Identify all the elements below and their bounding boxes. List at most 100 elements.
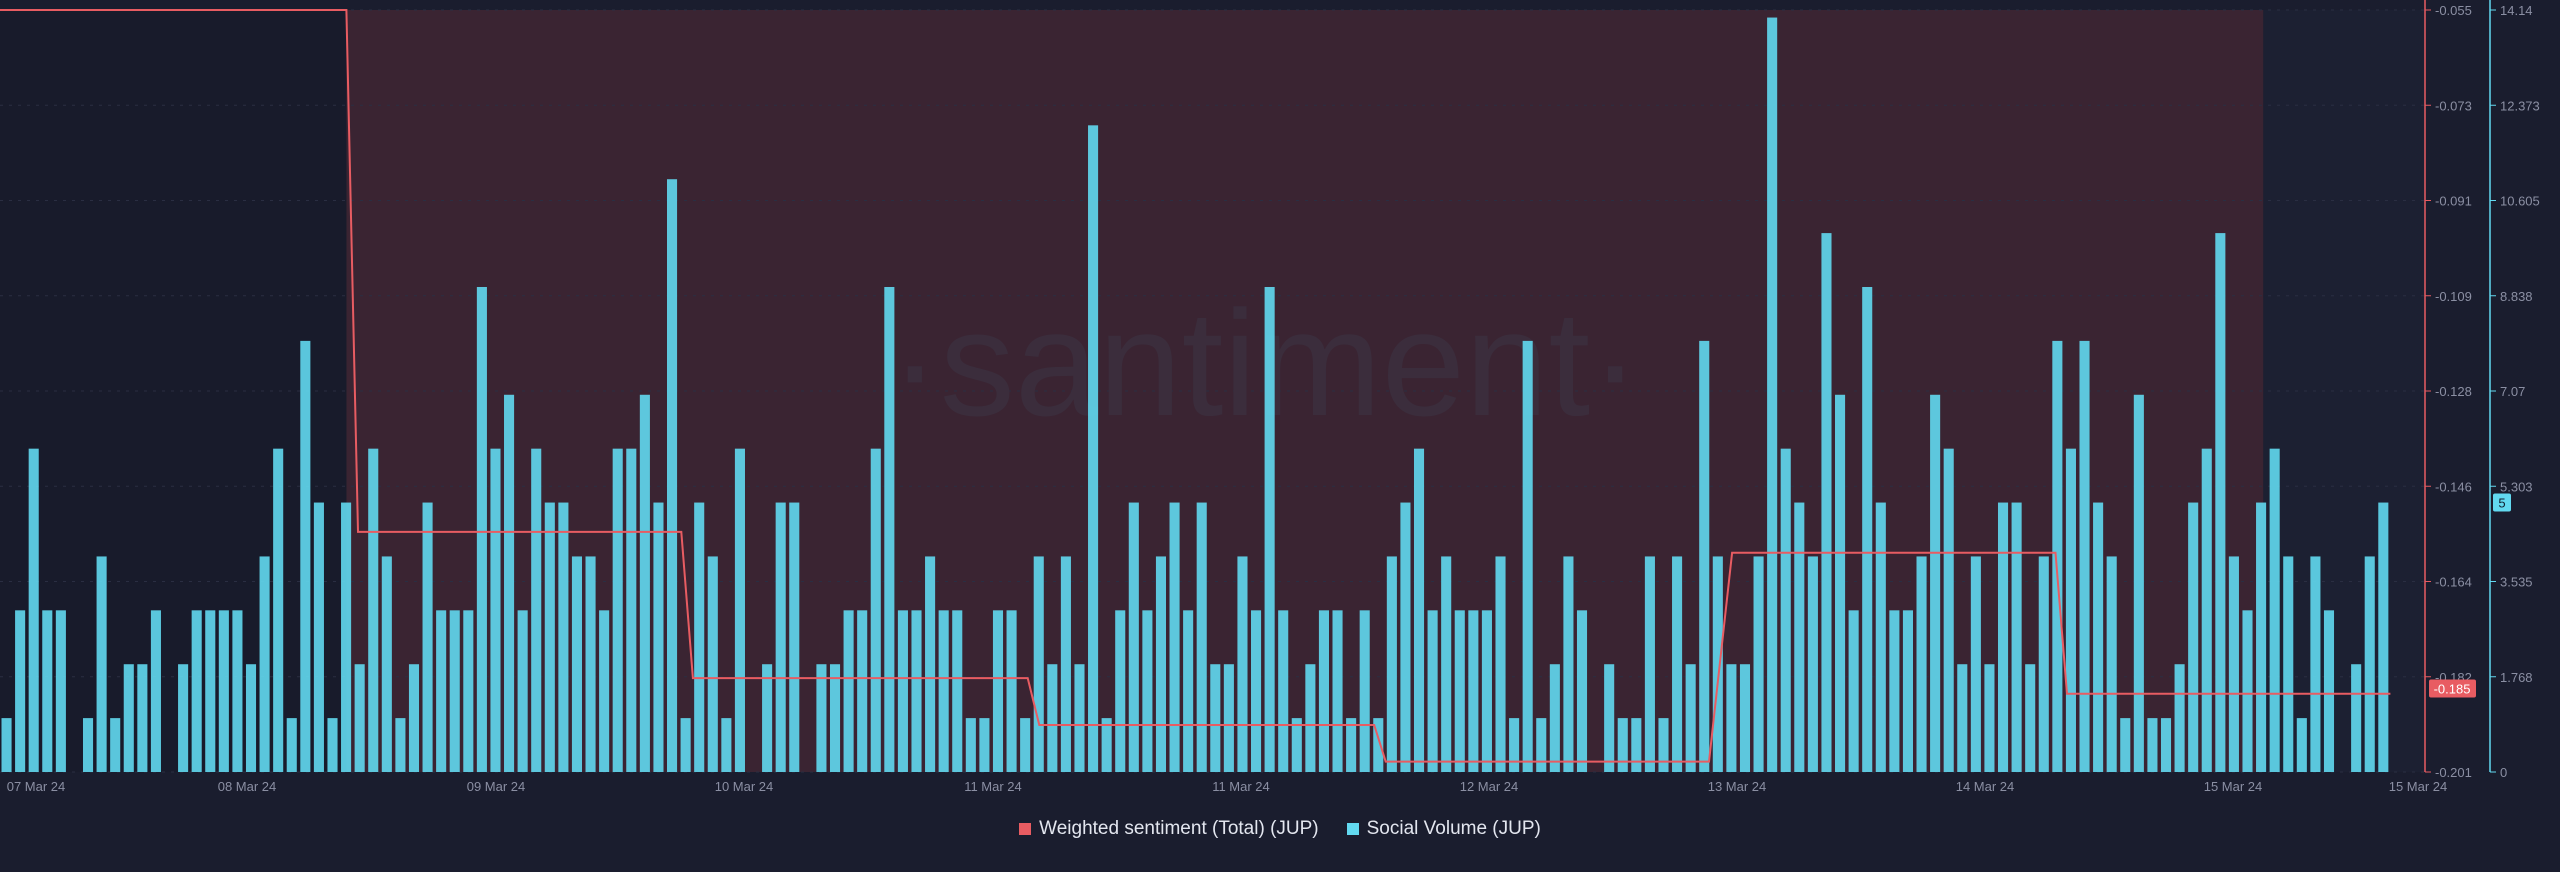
volume-bar [1807,556,1818,772]
volume-bar [694,502,705,772]
x-tick-label: 08 Mar 24 [218,779,277,794]
volume-bar [137,664,148,772]
sentiment-swatch [1019,823,1032,835]
volume-bar [1767,17,1778,772]
volume-bar [2160,718,2172,772]
volume-bar [1862,286,1873,772]
volume-bar [2065,448,2076,772]
volume-bar [1943,448,1954,772]
volume-bar [1386,556,1397,772]
volume-bar [1984,664,1995,772]
legend: Weighted sentiment (Total) (JUP) Social … [0,818,2560,840]
volume-bar [1047,664,1058,772]
volume-bar [28,448,39,772]
volume-bar [1481,610,1492,772]
volume-bar [884,286,895,772]
volume-bar [381,556,392,772]
volume-bar [1033,556,1044,772]
volume-bar [870,448,881,772]
volume-bar [42,610,53,772]
legend-label-volume: Social Volume (JUP) [1366,818,1541,839]
volume-bar [490,448,501,772]
volume-bar [1549,664,1560,772]
volume-bar [1536,718,1547,772]
right-tick-label: 3.535 [2500,575,2533,590]
volume-bar [816,664,827,772]
legend-item-sentiment[interactable]: Weighted sentiment (Total) (JUP) [1019,818,1319,840]
volume-bar [1780,448,1791,772]
volume-bar [1631,718,1642,772]
volume-bar [504,394,515,772]
right-tick-label: 14.14 [2500,3,2533,18]
volume-bar [1522,340,1533,772]
x-tick-label: 13 Mar 24 [1708,779,1767,794]
left-tick-label: -0.091 [2435,194,2472,209]
left-tick-label: -0.164 [2435,575,2472,590]
volume-bar [1020,718,1031,772]
volume-bar [775,502,786,772]
volume-bar [2025,664,2036,772]
volume-bar [110,718,121,772]
x-tick-label: 09 Mar 24 [467,779,526,794]
volume-bar [2133,394,2144,772]
volume-bar [1930,394,1941,772]
volume-bar [1427,610,1438,772]
volume-bar [1672,556,1683,772]
volume-bar [1604,664,1615,772]
volume-bar [1088,125,1099,772]
volume-bar [422,502,433,772]
volume-bar [952,610,963,772]
volume-bar [82,718,94,772]
volume-bar [2188,502,2199,772]
volume-bar [639,394,650,772]
volume-bar [2174,664,2185,772]
volume-bar [2283,556,2294,772]
volume-bar [1115,610,1126,772]
volume-bar [463,610,474,772]
volume-bar [1454,610,1465,772]
volume-bar [1685,664,1696,772]
volume-bar [273,448,284,772]
volume-bar [1237,556,1248,772]
volume-bar [789,502,800,772]
right-tick-label: 1.768 [2500,670,2533,685]
volume-bar [408,664,420,772]
volume-bar [1835,394,1846,772]
volume-bar [436,610,447,772]
legend-item-volume[interactable]: Social Volume (JUP) [1346,818,1541,840]
left-tick-label: -0.073 [2435,98,2472,113]
volume-bar [1223,664,1234,772]
volume-bar [612,448,623,772]
volume-bar [666,179,678,773]
volume-bar [1889,610,1900,772]
volume-bar [2038,556,2049,772]
volume-bar [653,502,664,772]
volume-bar [2120,718,2131,772]
volume-current-value: 5 [2498,496,2505,511]
volume-bar [680,718,691,772]
volume-bar [857,610,868,772]
volume-bar [2079,340,2090,772]
volume-current-badge [2493,493,2511,512]
volume-bar [1495,556,1506,772]
volume-bar [2228,556,2239,772]
volume-bar [15,610,26,772]
volume-bar [1006,610,1017,772]
volume-bar [544,502,555,772]
volume-bar [2351,664,2362,772]
volume-bar [1332,610,1343,772]
volume-bar [843,610,854,772]
volume-bar [1726,664,1737,772]
volume-bar [1658,718,1669,772]
volume-bar [55,610,66,772]
volume-bar [829,664,841,772]
volume-bar [1060,556,1071,772]
volume-bar [2093,502,2104,772]
volume-bar [245,664,257,772]
volume-swatch [1346,823,1359,835]
volume-bar [571,556,583,772]
volume-bar [218,610,229,772]
volume-bar [341,502,352,772]
volume-bar [2147,718,2158,772]
